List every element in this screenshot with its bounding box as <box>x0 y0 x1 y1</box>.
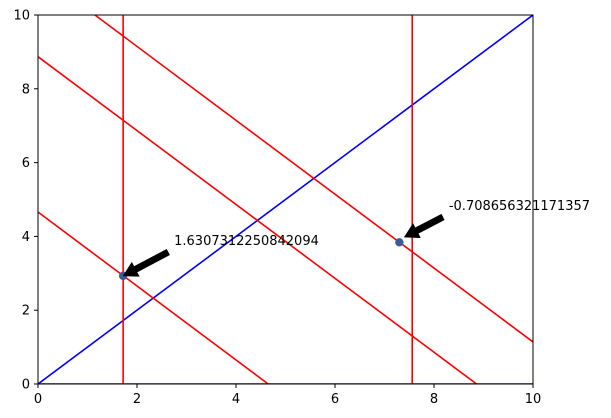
x-tick-label-1: 2 <box>133 392 141 407</box>
x-tick-label-0: 0 <box>34 392 42 407</box>
y-tick-label-1: 2 <box>22 304 30 319</box>
x-axis: 0 2 4 6 8 10 <box>34 384 541 407</box>
annotation-arrow-0 <box>122 248 170 277</box>
series-line-5 <box>38 56 478 384</box>
series-line-4 <box>94 15 533 343</box>
annotation-label-0: 1.6307312250842094 <box>174 234 319 249</box>
series-line-6 <box>38 211 269 384</box>
annotation-arrow-1 <box>403 213 445 239</box>
y-tick-label-5: 10 <box>13 9 30 24</box>
annotation-label-1: -0.708656321171357 <box>449 199 590 214</box>
x-tick-label-2: 4 <box>232 392 240 407</box>
y-tick-label-4: 8 <box>22 82 30 97</box>
axes-frame <box>37 14 534 385</box>
x-tick-label-3: 6 <box>331 392 339 407</box>
series-line-0 <box>38 15 533 384</box>
x-tick-label-5: 10 <box>525 392 542 407</box>
y-tick-label-3: 6 <box>22 156 30 171</box>
y-tick-label-2: 4 <box>22 230 30 245</box>
annotations: 1.6307312250842094 -0.708656321171357 <box>122 199 590 277</box>
plot-area <box>38 15 533 384</box>
x-tick-label-4: 8 <box>430 392 438 407</box>
data-point-1 <box>395 238 404 247</box>
y-axis: 0 2 4 6 8 10 <box>13 9 38 393</box>
y-tick-label-0: 0 <box>22 378 30 393</box>
axis-frame <box>37 14 534 385</box>
